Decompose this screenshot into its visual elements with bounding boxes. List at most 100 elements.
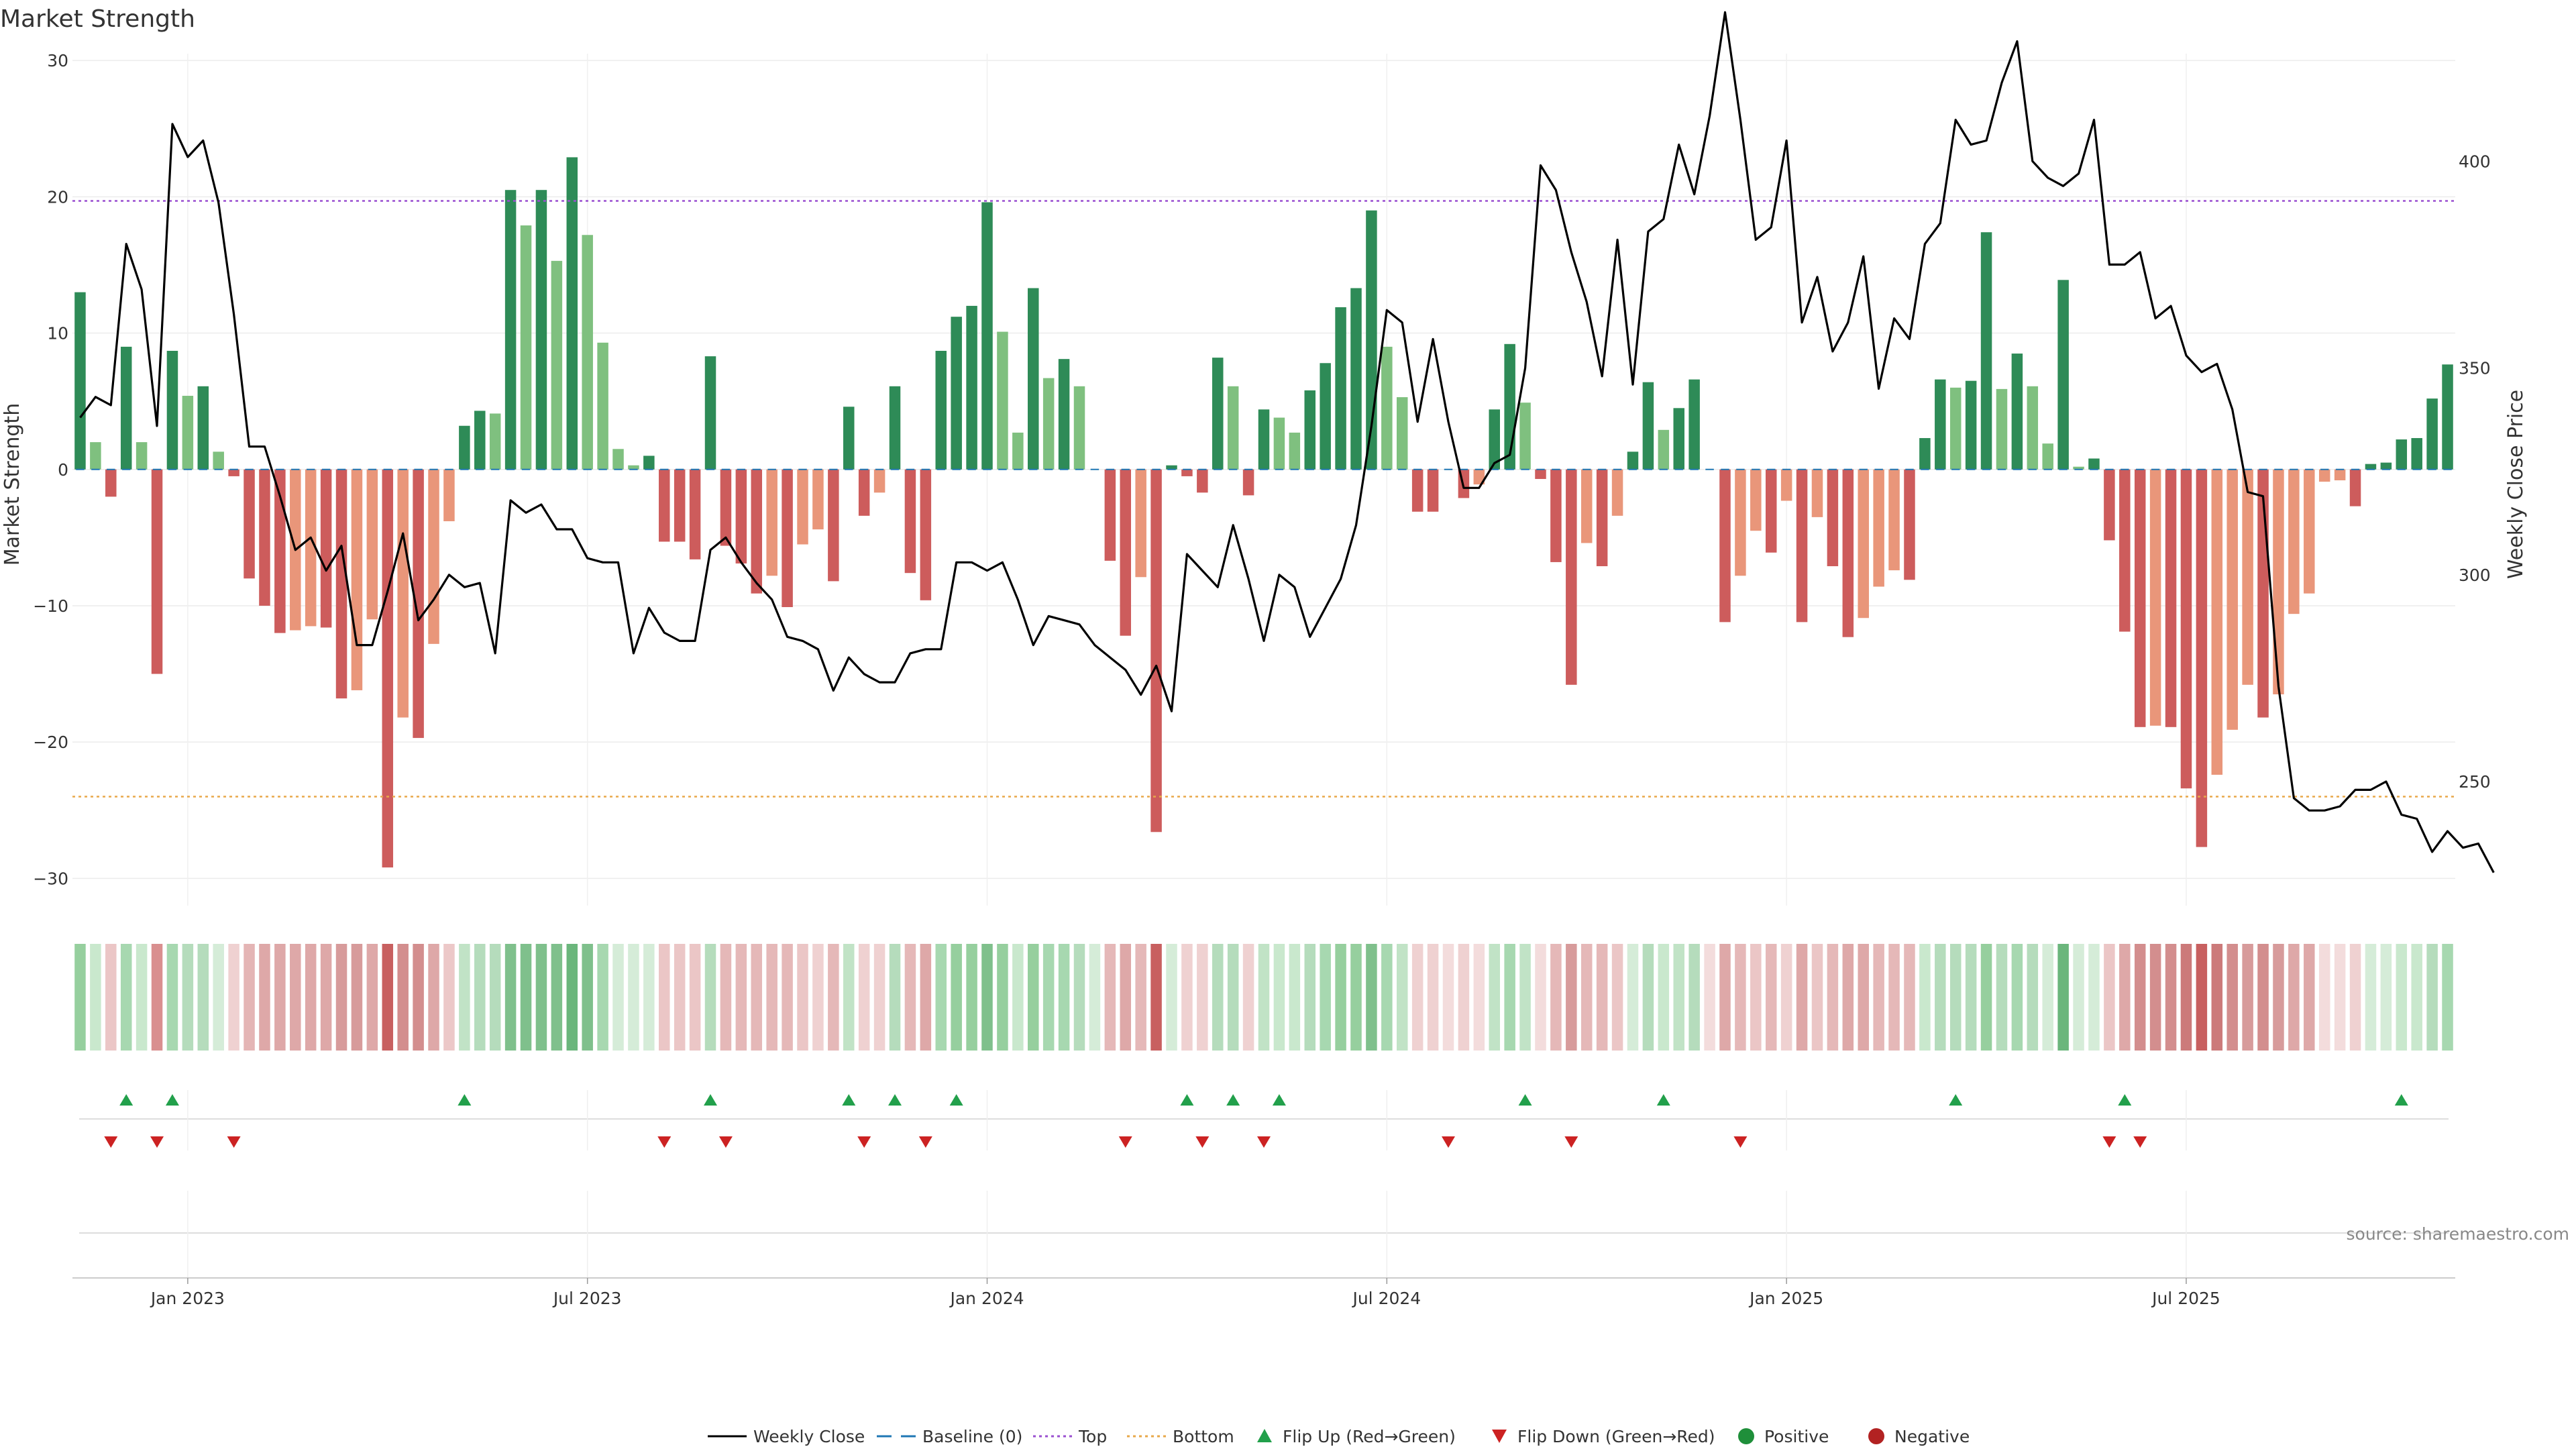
strength-bar xyxy=(873,469,885,493)
strength-bar xyxy=(2211,469,2223,775)
strength-bar xyxy=(1135,469,1146,578)
strength-bar xyxy=(1796,469,1808,623)
strength-bar xyxy=(366,469,378,620)
heat-cell xyxy=(2396,944,2408,1051)
heat-cell xyxy=(1827,944,1839,1051)
strength-bar xyxy=(1627,451,1639,470)
strength-bar xyxy=(2318,469,2330,482)
strength-bar xyxy=(1150,469,1162,833)
strength-bar xyxy=(904,469,916,574)
heat-cell xyxy=(1242,944,1254,1051)
heat-cell xyxy=(2380,944,2392,1051)
strength-bar xyxy=(612,449,624,470)
strength-bar xyxy=(2027,386,2039,470)
heat-cell xyxy=(612,944,624,1051)
heat-cell xyxy=(1166,944,1177,1051)
strength-bar xyxy=(2134,469,2146,727)
heat-cell xyxy=(1258,944,1270,1051)
heat-cell xyxy=(1442,944,1454,1051)
strength-bar xyxy=(1120,469,1132,636)
heat-cell xyxy=(2057,944,2069,1051)
heat-cell xyxy=(889,944,901,1051)
heat-cell xyxy=(812,944,824,1051)
heat-cell xyxy=(1673,944,1684,1051)
heat-cell xyxy=(981,944,993,1051)
strength-bar xyxy=(551,260,563,470)
strength-bar xyxy=(1827,469,1839,567)
heat-cell xyxy=(1535,944,1546,1051)
strength-bar xyxy=(566,157,578,470)
heat-cell xyxy=(1965,944,1977,1051)
heat-cell xyxy=(2119,944,2131,1051)
flip-down-marker xyxy=(657,1136,672,1148)
heat-cell xyxy=(382,944,394,1051)
heat-cell xyxy=(1089,944,1101,1051)
strength-bar xyxy=(474,411,486,470)
strength-bar xyxy=(766,469,777,576)
heat-cell xyxy=(428,944,439,1051)
strength-bar xyxy=(889,386,901,470)
weekly-close-line xyxy=(79,11,2495,873)
heat-cell xyxy=(1396,944,1408,1051)
heat-cell xyxy=(1642,944,1654,1051)
heat-cell xyxy=(228,944,239,1051)
x-tick-label: Jan 2024 xyxy=(949,1289,1024,1308)
strength-bar xyxy=(1335,307,1346,470)
heat-cell xyxy=(1873,944,1884,1051)
strength-bar xyxy=(1473,469,1485,485)
heat-cell xyxy=(582,944,593,1051)
heat-cell xyxy=(2365,944,2377,1051)
heat-cell xyxy=(1996,944,2008,1051)
y-left-tick-label: −20 xyxy=(33,733,68,752)
heat-cell xyxy=(659,944,670,1051)
strength-bar xyxy=(2380,462,2392,470)
flip-up-marker xyxy=(1226,1094,1240,1106)
heat-cell xyxy=(1489,944,1500,1051)
legend-label: Baseline (0) xyxy=(922,1427,1022,1446)
heat-cell xyxy=(1796,944,1808,1051)
heat-cell xyxy=(1042,944,1055,1051)
flip-down-marker xyxy=(857,1136,871,1148)
strength-bar xyxy=(2396,439,2408,470)
strength-bar xyxy=(428,469,439,644)
strength-bar xyxy=(1489,409,1500,470)
heat-cell xyxy=(290,944,301,1051)
strength-bar xyxy=(797,469,808,545)
legend-item: Flip Down (Green→Red) xyxy=(1492,1427,1715,1446)
heat-cell xyxy=(274,944,286,1051)
strength-bar xyxy=(228,469,239,476)
legend-label: Flip Up (Red→Green) xyxy=(1283,1427,1456,1446)
heat-cell xyxy=(1135,944,1146,1051)
strength-bar xyxy=(1242,469,1254,496)
strength-bar xyxy=(597,342,608,470)
flip-up-marker xyxy=(1180,1094,1194,1106)
heat-cell xyxy=(1904,944,1915,1051)
y-right-tick-label: 300 xyxy=(2459,566,2491,585)
x-tick-label: Jan 2025 xyxy=(1748,1289,1823,1308)
heat-cell xyxy=(1504,944,1515,1051)
legend-item: Baseline (0) xyxy=(877,1427,1022,1446)
legend-label: Negative xyxy=(1894,1427,1970,1446)
y-left-tick-label: −30 xyxy=(33,869,68,888)
strength-bar xyxy=(105,469,117,497)
strength-bar xyxy=(966,305,977,470)
flip-down-marker xyxy=(1118,1136,1132,1148)
heat-cell xyxy=(843,944,855,1051)
heat-cell xyxy=(1658,944,1670,1051)
heat-cell xyxy=(2334,944,2346,1051)
strength-bar xyxy=(628,465,639,470)
y-axis-left: 30 20 10 0 −10 −20 −30 xyxy=(33,51,68,888)
heat-cell xyxy=(535,944,547,1051)
heat-cell xyxy=(1842,944,1854,1051)
legend-flip-up-icon xyxy=(1257,1429,1272,1442)
y-right-tick-label: 250 xyxy=(2459,772,2491,792)
strength-bars xyxy=(74,157,2453,868)
strength-bar xyxy=(151,469,163,674)
strength-bar xyxy=(1611,469,1623,516)
legend-flip-down-icon xyxy=(1492,1430,1507,1443)
strength-bar xyxy=(1166,465,1177,470)
strength-bar xyxy=(166,350,178,470)
strength-bar xyxy=(1058,359,1070,470)
strength-bar xyxy=(1212,358,1224,470)
